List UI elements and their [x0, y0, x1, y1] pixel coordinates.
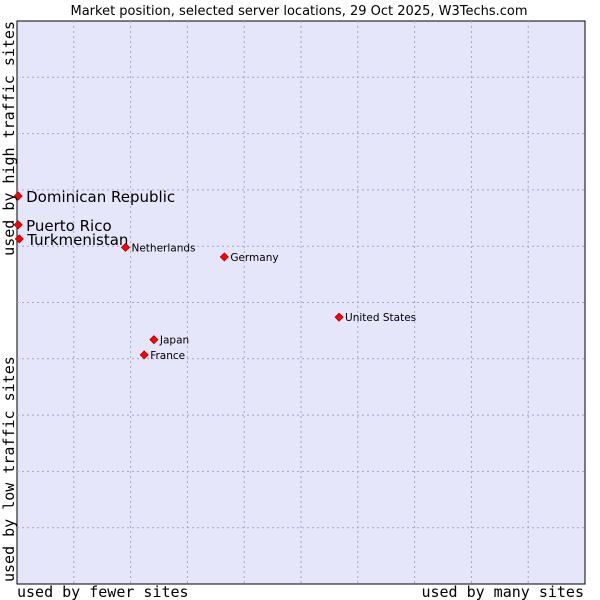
point-marker: [219, 252, 229, 262]
data-points: Dominican Republic Puerto RicoTurkmenista…: [13, 188, 416, 362]
data-point-france: France: [139, 350, 185, 362]
point-marker: [13, 220, 23, 230]
data-point-japan: Japan: [149, 335, 189, 347]
point-label: Dominican Republic: [26, 188, 175, 206]
point-label: Japan: [159, 335, 189, 347]
data-point-dominican-republic: Dominican Republic: [13, 188, 175, 206]
gridlines: [17, 21, 585, 584]
y-axis-label-top: used by high traffic sites: [0, 21, 18, 256]
point-label: France: [150, 350, 185, 362]
point-label: Puerto Rico: [26, 217, 112, 235]
data-point-turkmenistan: Turkmenistan: [14, 231, 128, 249]
data-point-united-states: United States: [334, 312, 416, 324]
point-marker: [334, 312, 344, 322]
point-label: Turkmenistan: [26, 231, 128, 249]
data-point-germany: Germany: [219, 252, 279, 264]
x-axis-label-left: used by fewer sites: [17, 583, 189, 600]
x-axis-label-right: used by many sites: [421, 583, 584, 600]
point-marker: [139, 350, 149, 360]
data-point-netherlands: Netherlands: [120, 242, 196, 254]
point-label: Germany: [230, 252, 278, 264]
point-label: Netherlands: [131, 242, 195, 254]
point-marker: [149, 335, 159, 345]
y-axis-label-bottom: used by low traffic sites: [0, 356, 18, 582]
point-marker: [13, 191, 23, 201]
data-point-puerto-rico: Puerto Rico: [13, 217, 112, 235]
point-label: United States: [345, 312, 416, 324]
point-marker: [120, 242, 131, 252]
point-marker: [14, 234, 24, 244]
chart-title: Market position, selected server locatio…: [70, 4, 527, 19]
